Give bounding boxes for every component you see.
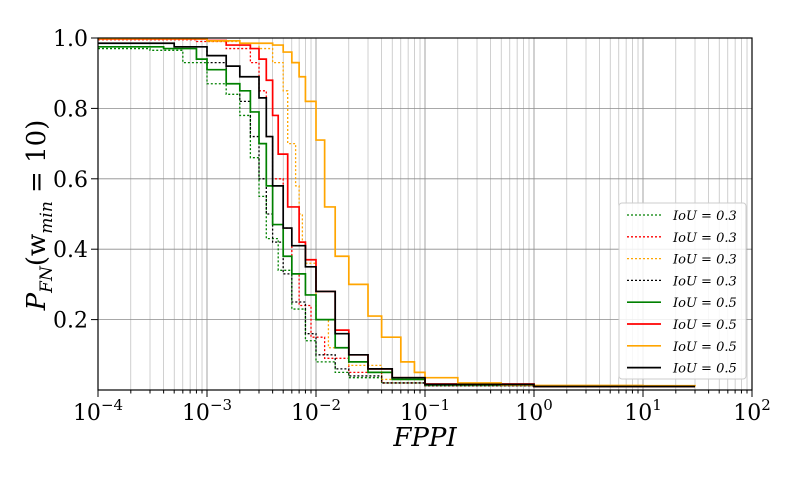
x-tick-exponent: −2: [319, 396, 341, 414]
x-tick-label: 10−1: [400, 396, 450, 426]
y-label-arg-sub: min: [37, 201, 57, 234]
x-tick-base: 10: [73, 401, 101, 426]
series-line-7: [98, 37, 696, 387]
series-line-4: [98, 42, 696, 388]
y-label-base-sub: FN: [37, 265, 57, 294]
x-tick-label: 10−3: [182, 396, 232, 426]
x-tick-base: 10: [733, 401, 761, 426]
series-line-3: [98, 38, 696, 388]
x-tick-base: 10: [291, 401, 319, 426]
series-line-1: [98, 47, 696, 388]
legend-label-7: IoU = 0.5: [672, 340, 737, 355]
y-label-tail: = 10): [22, 120, 52, 202]
y-tick-label: 0.8: [53, 97, 88, 122]
x-tick-base: 10: [624, 401, 652, 426]
x-tick-exponent: −1: [428, 396, 450, 414]
x-tick-label: 10−4: [73, 396, 123, 426]
y-tick-label: 0.6: [53, 168, 88, 193]
y-tick-label: 1.0: [53, 27, 88, 52]
x-tick-label: 102: [733, 396, 771, 426]
x-tick-label: 101: [624, 396, 662, 426]
y-tick-label: 0.2: [53, 309, 88, 334]
series-line-2: [98, 39, 696, 388]
x-tick-exponent: 2: [761, 396, 771, 414]
y-label-base: P: [22, 292, 52, 311]
legend-label-2: IoU = 0.3: [672, 231, 737, 246]
series-layer: [98, 37, 696, 388]
y-axis-label: PFN(wmin = 10): [22, 120, 57, 312]
legend-frame: [618, 202, 747, 380]
x-tick-exponent: −3: [210, 396, 232, 414]
y-tick-label: 0.4: [53, 238, 88, 263]
x-axis-label: FPPI: [392, 423, 457, 453]
x-tick-exponent: 0: [543, 396, 553, 414]
x-tick-base: 10: [182, 401, 210, 426]
x-tick-exponent: −4: [101, 396, 123, 414]
series-line-5: [98, 45, 696, 388]
series-line-8: [98, 42, 696, 388]
legend-label-1: IoU = 0.3: [672, 209, 737, 224]
x-tick-exponent: 1: [652, 396, 662, 414]
legend-label-6: IoU = 0.5: [672, 318, 737, 333]
x-tick-label: 10−2: [291, 396, 341, 426]
x-tick-label: 100: [515, 396, 553, 426]
x-tick-base: 10: [400, 401, 428, 426]
x-tick-base: 10: [515, 401, 543, 426]
y-label-arg: (w: [22, 234, 52, 266]
legend-label-8: IoU = 0.5: [672, 362, 737, 377]
series-line-6: [98, 38, 696, 388]
legend-label-4: IoU = 0.3: [672, 274, 737, 289]
legend-label-3: IoU = 0.3: [672, 253, 737, 268]
legend-label-5: IoU = 0.5: [672, 296, 737, 311]
legend: IoU = 0.3 IoU = 0.3 IoU = 0.3 IoU = 0.3 IoU …: [618, 202, 747, 380]
